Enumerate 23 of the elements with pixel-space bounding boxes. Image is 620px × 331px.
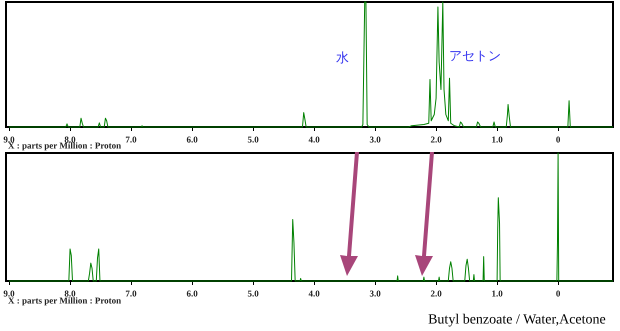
- x-tick-label: 6.0: [186, 134, 198, 144]
- x-tick-label: 3.0: [369, 288, 382, 298]
- x-tick-label: 7.0: [125, 288, 138, 298]
- annotation: アセトン: [449, 49, 501, 64]
- text: Butyl benzoate / Water,Acetone: [428, 312, 606, 328]
- x-tick-label: 7.0: [125, 134, 138, 144]
- x-tick-label: 0: [556, 288, 561, 298]
- annotation: 水: [336, 51, 349, 66]
- x-tick-label: 4.0: [308, 134, 320, 144]
- x-tick-label: 0: [556, 134, 561, 144]
- x-tick-label: 2.0: [430, 134, 442, 144]
- x-tick-label: 9.0: [3, 134, 16, 144]
- x-tick-label: 2.0: [430, 288, 442, 298]
- x-tick-label: 1.0: [491, 134, 504, 144]
- x-tick-label: 4.0: [308, 288, 320, 298]
- x-axis-title: X : parts per Million : Proton: [8, 296, 122, 306]
- x-tick-label: 9.0: [3, 288, 16, 298]
- x-tick-label: 8.0: [64, 288, 76, 298]
- x-tick-label: 3.0: [369, 134, 382, 144]
- x-tick-label: 5.0: [247, 134, 260, 144]
- x-tick-label: 5.0: [247, 288, 260, 298]
- x-tick-label: 1.0: [491, 288, 504, 298]
- x-tick-label: 6.0: [186, 288, 198, 298]
